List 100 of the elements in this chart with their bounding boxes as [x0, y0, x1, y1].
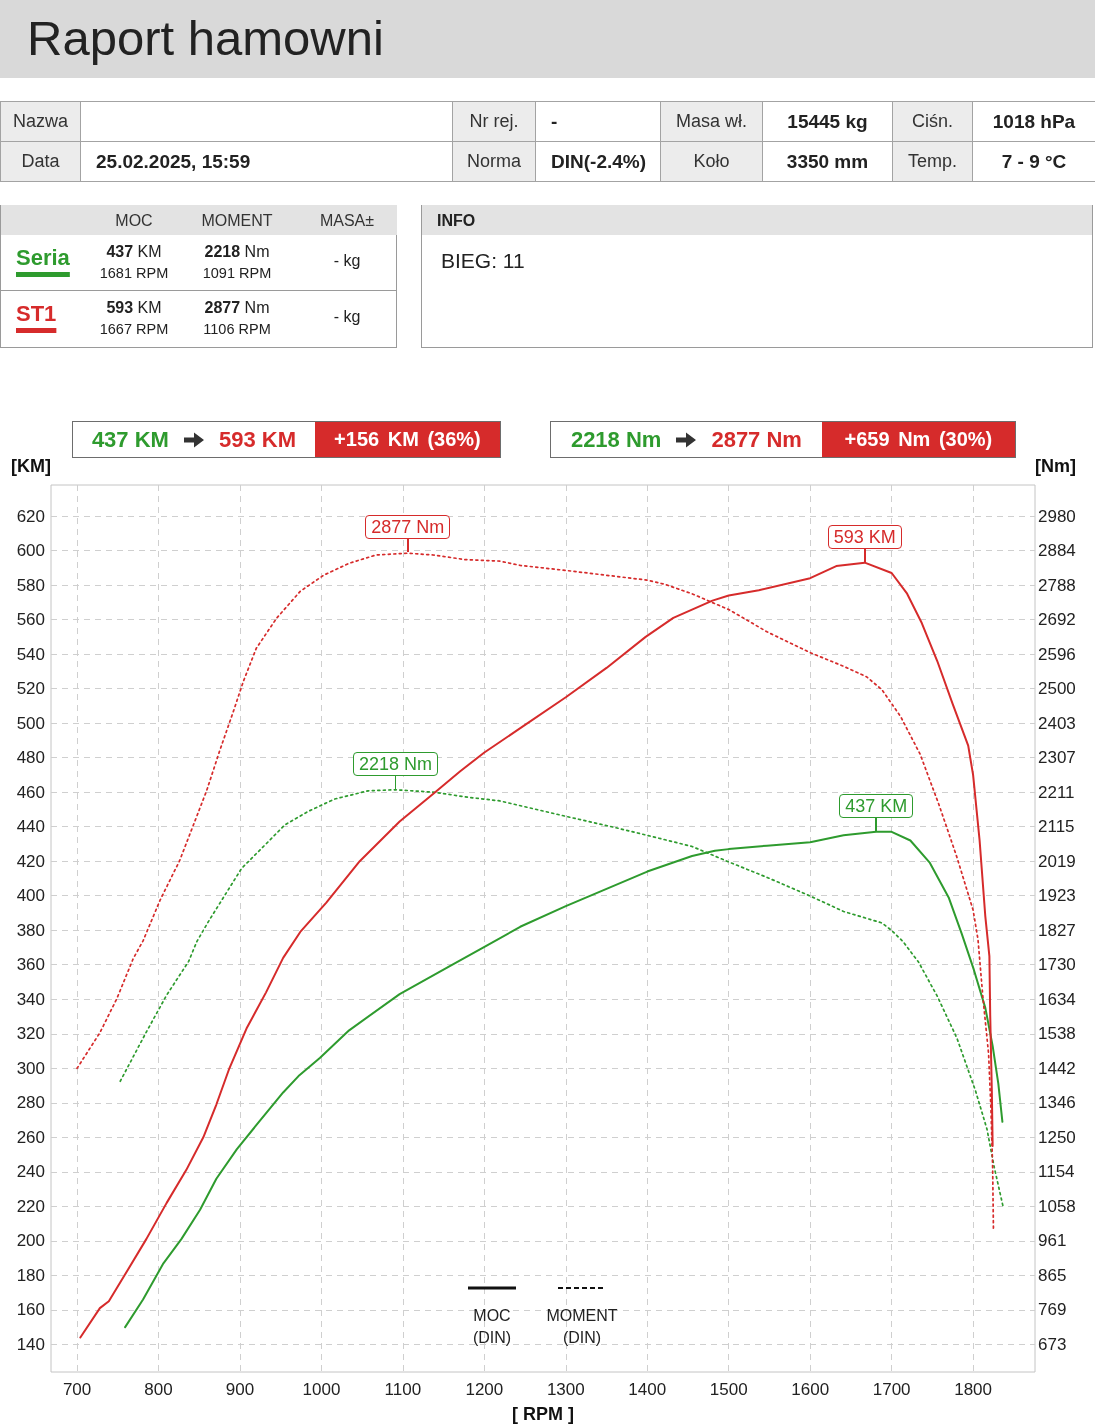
- y2-tick-label: 2500: [1038, 679, 1076, 699]
- annotation: 593 KM: [827, 524, 902, 549]
- y-tick-label: 420: [16, 851, 45, 871]
- text: Temp.: [907, 151, 958, 171]
- text: 437 KM: [91, 426, 169, 453]
- y-tick-label: 500: [16, 713, 45, 733]
- y-tick-label: 400: [16, 886, 45, 906]
- text: 1091 RPM: [202, 265, 272, 281]
- x-tick-label: 1700: [872, 1380, 911, 1399]
- y2-tick-label: 1058: [1038, 1196, 1076, 1216]
- x-tick-label: 900: [225, 1380, 255, 1399]
- x-tick-label: 1600: [791, 1380, 830, 1399]
- y2-tick-label: 2692: [1038, 610, 1076, 630]
- y-tick-label: 140: [16, 1334, 45, 1354]
- y2-tick-label: 865: [1038, 1265, 1067, 1285]
- y-tick-label: 600: [16, 541, 45, 561]
- y-tick-label: 180: [16, 1265, 45, 1285]
- y2-tick-label: 2307: [1038, 748, 1076, 768]
- text: -: [551, 110, 558, 132]
- text: +156 KM (36%): [334, 428, 481, 451]
- text: 3350 mm: [786, 150, 869, 172]
- text: - kg: [333, 308, 361, 326]
- y-tick-label: 580: [16, 575, 45, 595]
- text: MOC: [115, 212, 153, 230]
- x-tick-label: 1300: [546, 1380, 585, 1399]
- y2-tick-label: 1634: [1038, 989, 1076, 1009]
- y2-tick-label: 1827: [1038, 920, 1076, 940]
- y2-tick-label: 1923: [1038, 886, 1076, 906]
- y-tick-label: 380: [16, 920, 45, 940]
- text: Nr rej.: [469, 111, 519, 131]
- text: ST1: [16, 301, 57, 328]
- text: Nazwa: [12, 111, 69, 131]
- text: 7 - 9 °C: [1001, 150, 1067, 172]
- x-tick-label: 1200: [465, 1380, 504, 1399]
- x-axis-title: [ RPM ]: [512, 1404, 574, 1424]
- y-tick-label: 160: [16, 1300, 45, 1320]
- y-tick-label: 200: [16, 1231, 45, 1251]
- y2-tick-label: 2211: [1038, 782, 1075, 802]
- annotation: 2877 Nm: [365, 515, 451, 540]
- y-axis-title: [KM]: [11, 456, 51, 476]
- y-tick-label: 300: [16, 1058, 45, 1078]
- y-tick-label: 480: [16, 748, 45, 768]
- y-tick-label: 620: [16, 506, 45, 526]
- text: 2218 Nm: [204, 243, 270, 261]
- text: Masa wł.: [675, 111, 747, 131]
- x-tick-label: 800: [144, 1380, 173, 1399]
- annotation: MOC (DIN): [472, 1307, 512, 1346]
- text: Data: [21, 151, 60, 171]
- text: 15445 kg: [787, 110, 868, 132]
- y2-tick-label: 2980: [1038, 506, 1076, 526]
- y2-tick-label: 961: [1038, 1231, 1067, 1251]
- x-tick-label: 700: [62, 1380, 92, 1399]
- text: Ciśn.: [911, 111, 953, 131]
- x-tick-label: 1500: [709, 1380, 748, 1399]
- text: 2877 Nm: [204, 299, 270, 317]
- y-tick-label: 260: [16, 1127, 45, 1147]
- y2-tick-label: 2019: [1038, 851, 1076, 871]
- text: 2218 Nm: [570, 426, 662, 453]
- text: DIN(-2.4%): [551, 150, 647, 172]
- y-tick-label: 220: [16, 1196, 45, 1216]
- y2-tick-label: 1442: [1038, 1058, 1076, 1078]
- y-tick-label: 540: [16, 644, 45, 664]
- y2-tick-label: 769: [1038, 1300, 1067, 1320]
- y2-tick-label: 1538: [1038, 1024, 1076, 1044]
- text: 2877 Nm: [711, 426, 802, 453]
- text: Norma: [466, 151, 521, 171]
- text: +659 Nm (30%): [844, 428, 993, 451]
- y-tick-label: 460: [16, 782, 45, 802]
- y-tick-label: 520: [16, 679, 45, 699]
- annotation: 437 KM: [839, 793, 914, 818]
- text: 593 KM: [106, 299, 162, 317]
- y2-axis-title: [Nm]: [1035, 456, 1076, 476]
- text: 593 KM: [218, 426, 296, 453]
- x-tick-label: 1100: [384, 1380, 422, 1399]
- x-tick-label: 1000: [302, 1380, 341, 1399]
- y-tick-label: 320: [16, 1024, 45, 1044]
- y-tick-label: 280: [16, 1093, 45, 1113]
- y2-tick-label: 1346: [1038, 1093, 1076, 1113]
- y2-tick-label: 1154: [1038, 1162, 1075, 1182]
- x-tick-label: 1800: [954, 1380, 993, 1399]
- text: MASA±: [319, 212, 375, 230]
- y-tick-label: 360: [16, 955, 45, 975]
- y2-tick-label: 673: [1038, 1334, 1067, 1354]
- text: 1667 RPM: [99, 321, 169, 337]
- text: 1681 RPM: [99, 265, 169, 281]
- y2-tick-label: 2884: [1038, 541, 1076, 561]
- text: Koło: [693, 151, 730, 171]
- text: - kg: [333, 252, 361, 270]
- text: 437 KM: [106, 243, 162, 261]
- annotation: MOMENT (DIN): [546, 1307, 618, 1346]
- annotation: 2218 Nm: [353, 751, 439, 776]
- text: INFO: [437, 212, 476, 230]
- text: MOMENT: [201, 212, 273, 230]
- text: Seria: [16, 245, 70, 272]
- y-tick-label: 240: [16, 1162, 45, 1182]
- text: 25.02.2025, 15:59: [96, 150, 251, 172]
- x-tick-label: 1400: [628, 1380, 667, 1399]
- y2-tick-label: 2596: [1038, 644, 1076, 664]
- chart-title: Raport hamowni: [27, 10, 384, 66]
- text: 1018 hPa: [992, 110, 1076, 132]
